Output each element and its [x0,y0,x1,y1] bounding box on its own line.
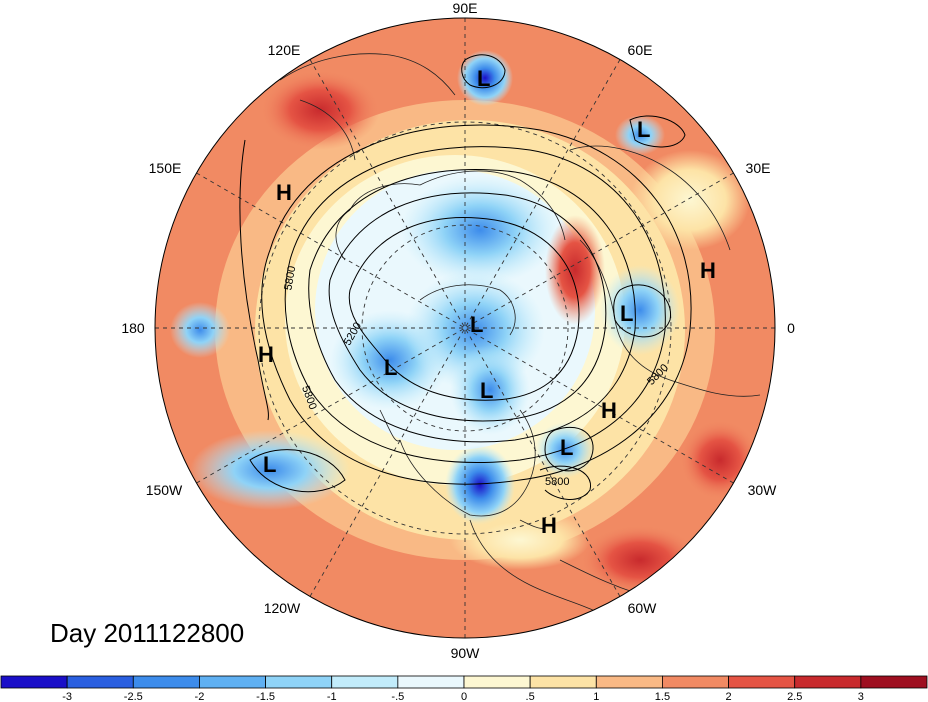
colorbar-box [331,675,399,689]
colorbar-tick-label: -3 [62,691,72,702]
colorbar: -3 -2.5 -2 -1.5 -1 -.5 0 .5 1 1.5 2 2.5 3 [0,675,928,702]
anomaly-shading [155,18,775,638]
high-pressure-marker: H [700,258,716,283]
colorbar-tick-label: -2 [195,691,205,702]
colorbar-box [397,675,465,689]
lon-label-60e: 60E [628,42,653,58]
high-pressure-marker: H [258,342,274,367]
colorbar-box [199,675,266,689]
colorbar-tick-label: 0 [461,691,467,702]
high-pressure-marker: H [276,180,292,205]
lon-label-60w: 60W [628,600,658,616]
low-pressure-marker: L [560,435,573,460]
high-pressure-marker: H [541,513,557,538]
map-boundary [154,17,776,639]
colorbar-tick-label: 2.5 [787,691,802,702]
low-pressure-marker: L [384,355,397,380]
high-pressure-marker: H [601,398,617,423]
low-pressure-marker: L [620,301,633,326]
colorbar-boxes [0,675,928,689]
contour-label: 5800 [282,265,298,291]
low-pressure-marker: L [477,66,490,91]
lon-label-120e: 120E [268,42,301,58]
colorbar-box [265,675,333,689]
height-contours [239,54,692,500]
colorbar-tick-label: 3 [858,691,864,702]
colorbar-box [529,675,597,689]
low-pressure-marker: L [637,117,650,142]
lon-label-150w: 150W [146,482,183,498]
colorbar-box [860,675,928,689]
lon-label-90w: 90W [451,645,481,661]
lon-label-90e: 90E [453,0,478,16]
polar-stereographic-map: 5800 5200 5800 5800 5800 L L L L L L L L… [121,0,795,661]
low-pressure-marker: L [480,378,493,403]
colorbar-tick-label: -1 [327,691,337,702]
lon-label-120w: 120W [264,600,301,616]
colorbar-tick-label: .5 [526,691,535,702]
colorbar-box [463,675,531,689]
colorbar-tick-label: -1.5 [256,691,275,702]
lon-label-30e: 30E [746,160,771,176]
low-pressure-marker: L [470,312,483,337]
graticule [155,18,775,638]
lon-label-30w: 30W [748,482,778,498]
colorbar-tick-label: 2 [726,691,732,702]
colorbar-box [794,675,862,689]
colorbar-box [132,675,200,689]
colorbar-ticks: -3 -2.5 -2 -1.5 -1 -.5 0 .5 1 1.5 2 2.5 3 [62,691,864,702]
colorbar-tick-label: -2.5 [124,691,143,702]
lon-label-150e: 150E [149,160,182,176]
colorbar-box [0,675,68,689]
date-title: Day 2011122800 [50,618,245,648]
colorbar-tick-label: -.5 [391,691,404,702]
contour-label: 5800 [545,476,569,488]
longitude-labels: 90E 60E 30E 0 30W 60W 90W 120W 150W 180 … [121,0,795,661]
colorbar-box [595,675,663,689]
colorbar-box [662,675,729,689]
colorbar-box [66,675,134,689]
lon-label-0: 0 [787,320,795,336]
pressure-centers: L L L L L L L L H H H H H [258,66,716,538]
colorbar-box [728,675,796,689]
low-pressure-marker: L [263,452,276,477]
colorbar-tick-label: 1.5 [655,691,670,702]
colorbar-tick-label: 1 [593,691,599,702]
lon-label-180: 180 [121,320,145,336]
